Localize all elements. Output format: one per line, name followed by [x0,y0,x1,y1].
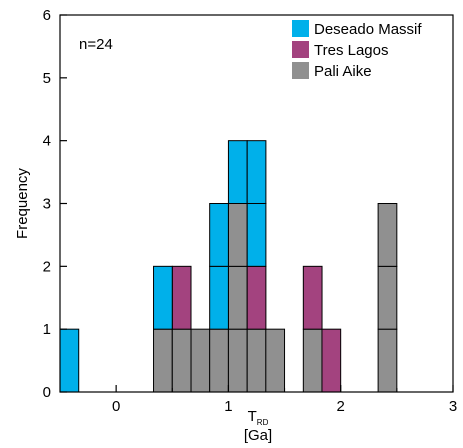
bar-cell [227,140,248,204]
x-tick-label: 3 [449,398,457,415]
bar-cell [377,328,398,393]
bar-cell [302,328,323,393]
y-tick-label: 3 [43,196,51,213]
y-tick-label: 6 [43,7,51,24]
bar-cell [265,328,286,393]
bar-cell [246,140,267,204]
legend-label: Pali Aike [314,63,372,80]
legend: Deseado Massif Tres Lagos Pali Aike [292,20,422,80]
legend-swatch [292,62,309,79]
y-tick-label: 0 [43,384,51,401]
x-tick-label: 0 [112,398,120,415]
legend-label: Tres Lagos [314,42,388,59]
x-axis-title-subscript: RD [257,418,269,427]
bar-cell [171,265,192,330]
x-axis-title: TRD [248,408,269,427]
bars-group [59,140,398,393]
x-tick-label: 1 [224,398,232,415]
bar-cell [209,328,229,393]
bar-cell [209,265,229,330]
bar-cell [321,328,342,393]
bar-cell [190,328,211,393]
x-axis-title-main: T [248,408,257,425]
bar-cell [302,265,323,330]
y-axis-title: Frequency [14,168,31,239]
bar-cell [246,203,267,267]
legend-label: Deseado Massif [314,21,422,38]
y-tick-label: 1 [43,321,51,338]
y-tick-label: 4 [43,133,51,150]
y-axis-title-group: Frequency [14,168,31,239]
sample-count-annotation: n=24 [79,36,113,53]
x-axis-unit: [Ga] [244,427,272,444]
bar-cell [227,328,248,393]
bar-cell [246,328,267,393]
bar-cell [171,328,192,393]
ticks-group: 0 1 2 3 4 5 6 0 1 2 3 [43,7,458,415]
bar-cell [377,203,398,267]
bar-cell [227,203,248,267]
bar-cell [209,203,229,267]
bar-cell [153,265,173,330]
bar-cell [227,265,248,330]
y-tick-label: 2 [43,258,51,275]
bar-cell [246,265,267,330]
x-tick-label: 2 [337,398,345,415]
legend-swatch [292,41,309,58]
legend-swatch [292,20,309,37]
bar-cell [59,328,80,393]
bar-cell [153,328,173,393]
y-tick-label: 5 [43,70,51,87]
bar-cell [377,265,398,330]
